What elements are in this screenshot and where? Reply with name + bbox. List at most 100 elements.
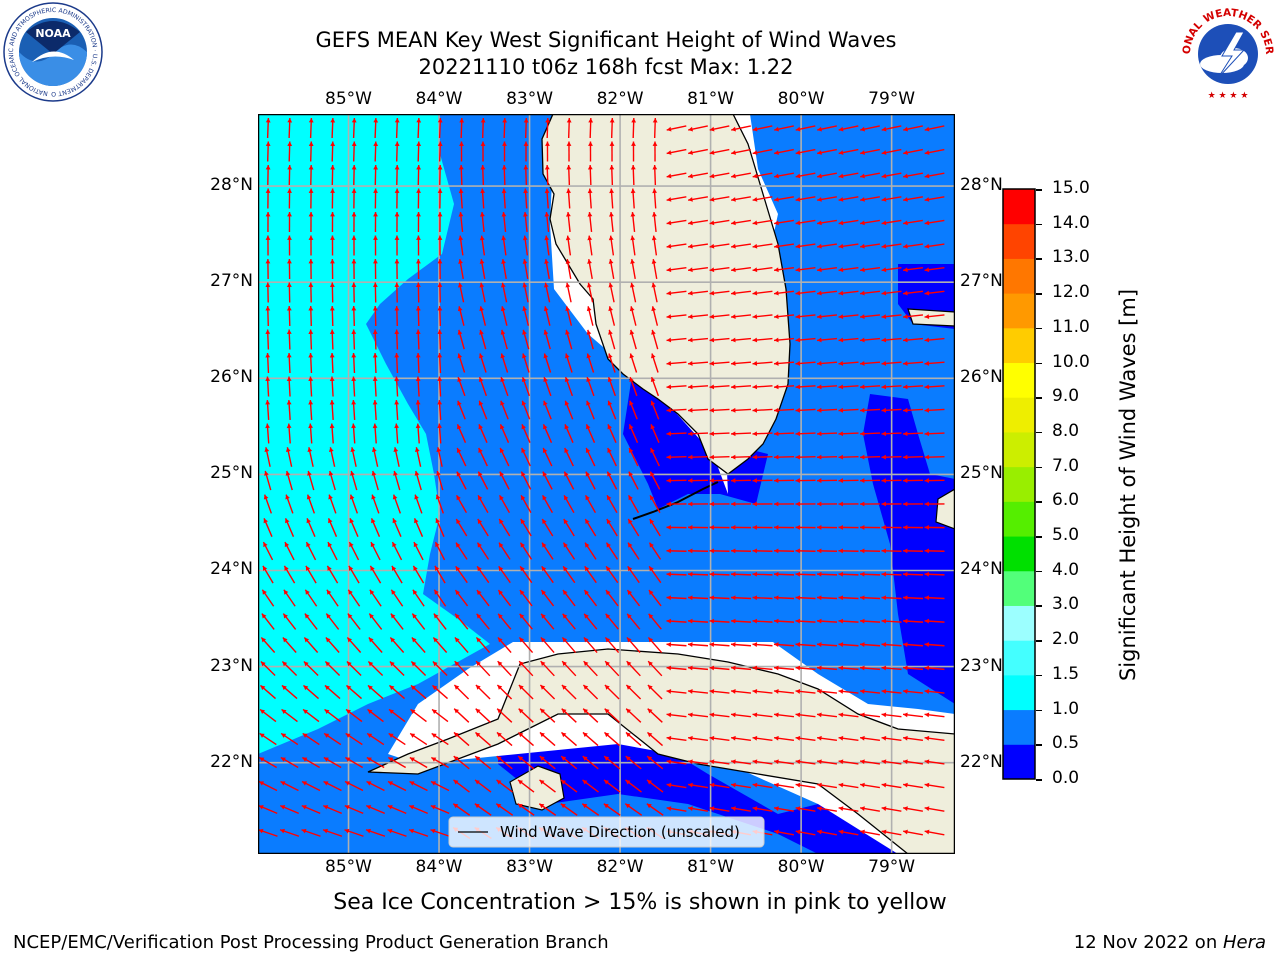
wind-wave-arrow — [521, 447, 531, 467]
colorbar-tick-label: 2.0 — [1052, 629, 1080, 650]
wind-wave-arrow — [566, 211, 571, 233]
wind-wave-arrow — [286, 423, 292, 444]
wind-wave-arrow — [476, 613, 490, 630]
wind-wave-arrow — [287, 141, 293, 162]
wind-wave-arrow — [371, 470, 379, 491]
wind-wave-arrow — [688, 196, 708, 202]
wind-wave-arrow — [387, 756, 407, 769]
wind-wave-arrow — [607, 376, 617, 397]
wind-wave-arrow — [522, 353, 530, 373]
wind-wave-arrow — [902, 314, 924, 319]
wind-wave-arrow — [881, 478, 902, 483]
wind-wave-arrow — [370, 518, 381, 537]
wind-wave-arrow — [436, 447, 443, 467]
wind-wave-arrow — [666, 290, 687, 296]
wind-wave-arrow — [260, 637, 276, 653]
wind-wave-arrow — [539, 755, 556, 770]
lon-label-top: 79°W — [868, 89, 916, 109]
wind-wave-arrow — [265, 188, 271, 209]
wind-wave-arrow — [495, 803, 514, 816]
wind-wave-arrow — [283, 589, 296, 607]
wind-wave-arrow — [308, 423, 313, 444]
wind-wave-arrow — [286, 282, 292, 303]
wind-wave-arrow — [606, 471, 618, 490]
wind-wave-arrow — [838, 384, 859, 390]
wind-wave-arrow — [394, 423, 399, 444]
wind-wave-arrow — [687, 689, 709, 694]
footer-host: Hera — [1222, 932, 1266, 953]
wind-wave-arrow — [924, 431, 945, 437]
wind-wave-arrow — [838, 595, 859, 601]
wind-wave-arrow — [432, 637, 448, 653]
wind-wave-arrow — [795, 454, 816, 460]
wind-wave-arrow — [647, 708, 663, 723]
wind-wave-arrow — [838, 735, 859, 741]
wind-wave-arrow — [688, 172, 708, 179]
wind-wave-arrow — [497, 637, 512, 653]
wind-wave-arrow — [666, 501, 687, 507]
wind-wave-arrow — [437, 211, 443, 233]
wind-wave-arrow — [730, 571, 752, 577]
wind-wave-arrow — [454, 613, 469, 630]
wind-wave-arrow — [924, 290, 945, 296]
wind-wave-arrow — [859, 642, 881, 647]
wind-wave-arrow — [415, 352, 421, 374]
wind-wave-arrow — [924, 172, 945, 179]
wind-wave-arrow — [287, 188, 292, 209]
wind-wave-arrow — [345, 708, 363, 723]
wind-wave-arrow — [497, 660, 512, 677]
wind-wave-arrow — [773, 454, 795, 460]
colorbar-band — [1003, 223, 1035, 259]
wind-wave-arrow — [881, 595, 902, 601]
colorbar-tick-label: 10.0 — [1052, 351, 1090, 372]
wind-wave-arrow — [373, 188, 378, 209]
wind-wave-arrow — [437, 376, 443, 397]
wind-wave-arrow — [437, 188, 443, 209]
wind-wave-arrow — [687, 501, 709, 507]
wind-wave-arrow — [542, 424, 553, 443]
wind-wave-arrow — [709, 431, 730, 437]
colorbar — [1002, 188, 1036, 780]
lat-label-left: 27°N — [210, 271, 253, 292]
wind-wave-arrow — [627, 542, 640, 560]
wind-wave-arrow — [752, 525, 773, 530]
wind-wave-arrow — [308, 117, 314, 139]
wind-wave-arrow — [415, 399, 421, 421]
wind-wave-arrow — [387, 828, 407, 837]
wind-wave-arrow — [350, 447, 357, 467]
wind-wave-arrow — [476, 565, 490, 584]
wind-wave-arrow — [437, 352, 443, 374]
wind-wave-arrow — [773, 712, 795, 718]
wind-wave-arrow — [391, 541, 403, 561]
colorbar-tick-mark — [1036, 362, 1042, 365]
wind-wave-arrow — [458, 164, 464, 186]
wind-wave-arrow — [584, 518, 597, 537]
colorbar-tick-label: 11.0 — [1052, 316, 1090, 337]
wind-wave-arrow — [496, 684, 513, 700]
wind-wave-arrow — [324, 708, 341, 723]
wind-wave-arrow — [565, 306, 573, 326]
wind-wave-arrow — [308, 376, 314, 397]
wind-wave-arrow — [344, 780, 364, 792]
wind-wave-arrow — [647, 684, 663, 700]
wind-wave-arrow — [453, 708, 470, 723]
wind-wave-arrow — [630, 164, 636, 186]
wind-wave-arrow — [881, 642, 902, 647]
wind-wave-arrow — [608, 282, 615, 303]
wind-wave-arrow — [881, 337, 902, 343]
wind-wave-arrow — [649, 471, 661, 490]
wind-wave-arrow — [416, 235, 421, 256]
wind-wave-arrow — [285, 470, 293, 491]
wind-wave-arrow — [604, 660, 620, 677]
wind-wave-arrow — [608, 235, 615, 256]
wind-wave-arrow — [752, 172, 773, 179]
wind-wave-arrow — [903, 125, 923, 132]
wind-wave-arrow — [688, 806, 708, 812]
wind-wave-arrow — [458, 211, 464, 233]
wind-wave-arrow — [367, 708, 384, 723]
wind-wave-arrow — [773, 361, 795, 366]
wind-wave-arrow — [607, 447, 617, 467]
wind-wave-arrow — [731, 219, 751, 226]
wind-wave-arrow — [752, 148, 773, 155]
wind-wave-arrow — [666, 337, 687, 343]
